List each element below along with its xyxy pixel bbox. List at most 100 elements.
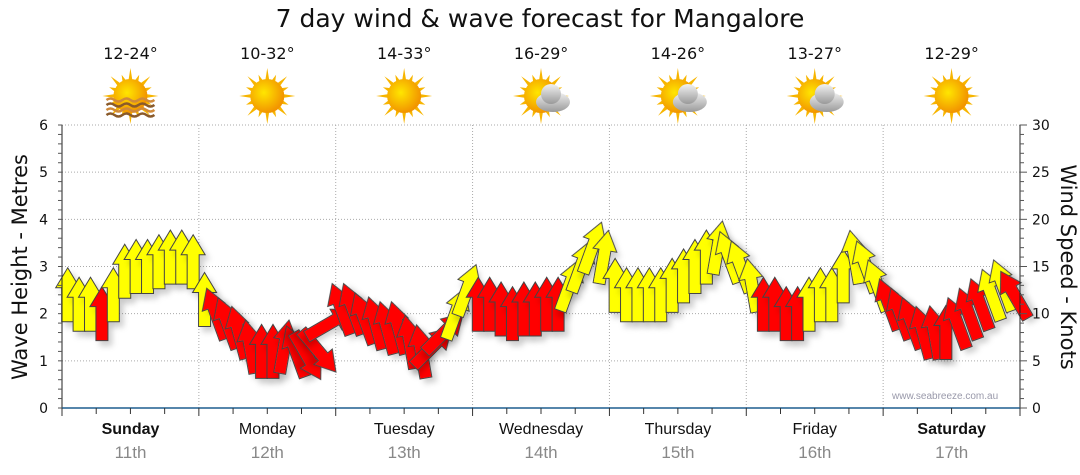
y-axis-right-label: Wind Speed - Knots bbox=[1056, 164, 1080, 370]
day-date: 15th bbox=[661, 443, 695, 462]
day-name: Sunday bbox=[101, 421, 160, 438]
sun-icon bbox=[923, 68, 980, 124]
sun-ray bbox=[414, 105, 424, 116]
sun-ray bbox=[376, 94, 389, 98]
y-tick-label-left: 1 bbox=[39, 354, 48, 370]
day-temp: 16-29° bbox=[513, 44, 569, 63]
sun-ray bbox=[967, 94, 980, 98]
y-tick-label-right: 5 bbox=[1032, 354, 1041, 370]
sun-ray bbox=[239, 94, 252, 98]
sun-icon bbox=[376, 68, 433, 124]
sun-ray bbox=[550, 76, 561, 87]
sun-ray bbox=[420, 94, 433, 98]
sun-ray bbox=[812, 68, 817, 81]
y-tick-label-right: 10 bbox=[1032, 307, 1050, 323]
sun-ray bbox=[961, 105, 972, 116]
sun-ray bbox=[283, 94, 296, 98]
day-date: 13th bbox=[387, 443, 421, 462]
day-temp: 13-27° bbox=[787, 44, 843, 63]
sun-disc bbox=[934, 79, 969, 113]
sun-cloud-icon bbox=[649, 68, 707, 124]
sun-ray bbox=[539, 68, 543, 81]
sun-ray bbox=[794, 76, 805, 87]
y-tick-label-left: 5 bbox=[39, 165, 48, 181]
cloud bbox=[814, 84, 835, 104]
sun-ray bbox=[402, 111, 407, 124]
day-temp: 14-33° bbox=[376, 44, 432, 63]
sun-disc bbox=[387, 79, 422, 113]
sun-ray bbox=[277, 105, 288, 116]
sun-ray bbox=[949, 68, 954, 81]
y-tick-label-left: 3 bbox=[39, 260, 48, 276]
day-date: 14th bbox=[524, 443, 558, 462]
day-date: 17th bbox=[935, 443, 969, 462]
day-date: 16th bbox=[798, 443, 832, 462]
sun-ray bbox=[658, 105, 668, 116]
day-temp: 12-29° bbox=[924, 44, 979, 63]
sun-ray bbox=[247, 105, 258, 116]
y-tick-label-right: 20 bbox=[1032, 212, 1050, 228]
day-temp: 12-24° bbox=[103, 44, 158, 63]
sun-disc bbox=[250, 79, 285, 113]
sun-ray bbox=[521, 76, 532, 87]
sun-ray bbox=[649, 94, 662, 98]
sun-ray bbox=[658, 76, 668, 87]
sun-ray bbox=[931, 76, 942, 87]
day-name: Saturday bbox=[917, 421, 986, 438]
day-date: 12th bbox=[250, 443, 284, 462]
y-tick-label-left: 0 bbox=[39, 401, 48, 417]
sun-ray bbox=[521, 105, 532, 116]
sun-ray bbox=[277, 76, 288, 87]
day-temp: 10-32° bbox=[240, 44, 295, 63]
day-name: Thursday bbox=[644, 421, 712, 438]
day-name: Friday bbox=[792, 421, 837, 438]
haze-line bbox=[105, 107, 156, 113]
sun-ray bbox=[687, 76, 698, 87]
sun-ray bbox=[931, 105, 942, 116]
sun-ray bbox=[961, 76, 972, 87]
credit-link[interactable]: www.seabreeze.com.au bbox=[892, 391, 999, 402]
wind-arrow bbox=[180, 233, 207, 290]
wind-arrow bbox=[295, 326, 337, 373]
sun-ray bbox=[140, 76, 151, 87]
y-tick-label-right: 25 bbox=[1032, 165, 1050, 181]
sun-ray bbox=[384, 76, 395, 87]
sun-ray bbox=[128, 68, 133, 81]
chart-title: 7 day wind & wave forecast for Mangalore bbox=[275, 4, 805, 33]
sun-cloud-icon bbox=[513, 68, 570, 124]
sun-ray bbox=[402, 68, 407, 81]
y-tick-label-right: 0 bbox=[1032, 401, 1041, 417]
y-tick-label-right: 15 bbox=[1032, 260, 1050, 276]
sun-ray bbox=[949, 111, 954, 124]
day-name: Monday bbox=[238, 421, 296, 438]
sun-ray bbox=[414, 76, 424, 87]
haze-line bbox=[105, 97, 156, 103]
sun-ray bbox=[102, 94, 115, 98]
sun-ray bbox=[146, 94, 159, 98]
sun-ray bbox=[824, 76, 835, 87]
haze-line bbox=[105, 112, 156, 118]
sun-ray bbox=[812, 111, 817, 124]
wind-arrow bbox=[592, 229, 618, 286]
cloud bbox=[541, 84, 561, 104]
day-temp: 14-26° bbox=[650, 44, 706, 63]
sun-ray bbox=[384, 105, 395, 116]
sun-ray bbox=[675, 111, 680, 124]
sun-ray bbox=[539, 111, 543, 124]
y-tick-label-left: 6 bbox=[39, 118, 48, 134]
sun-ray bbox=[110, 76, 121, 87]
sun-ray bbox=[786, 94, 799, 98]
cloud bbox=[677, 84, 698, 104]
haze-line bbox=[105, 102, 156, 108]
sun-ray bbox=[265, 68, 270, 81]
sun-cloud-icon bbox=[786, 68, 844, 124]
day-date: 11th bbox=[114, 443, 147, 462]
day-name: Wednesday bbox=[498, 421, 584, 438]
y-tick-label-left: 2 bbox=[39, 307, 48, 323]
sun-ray bbox=[923, 94, 936, 98]
sun-haze-icon bbox=[102, 68, 159, 124]
y-tick-label-right: 30 bbox=[1032, 118, 1050, 134]
sun-ray bbox=[675, 68, 680, 81]
